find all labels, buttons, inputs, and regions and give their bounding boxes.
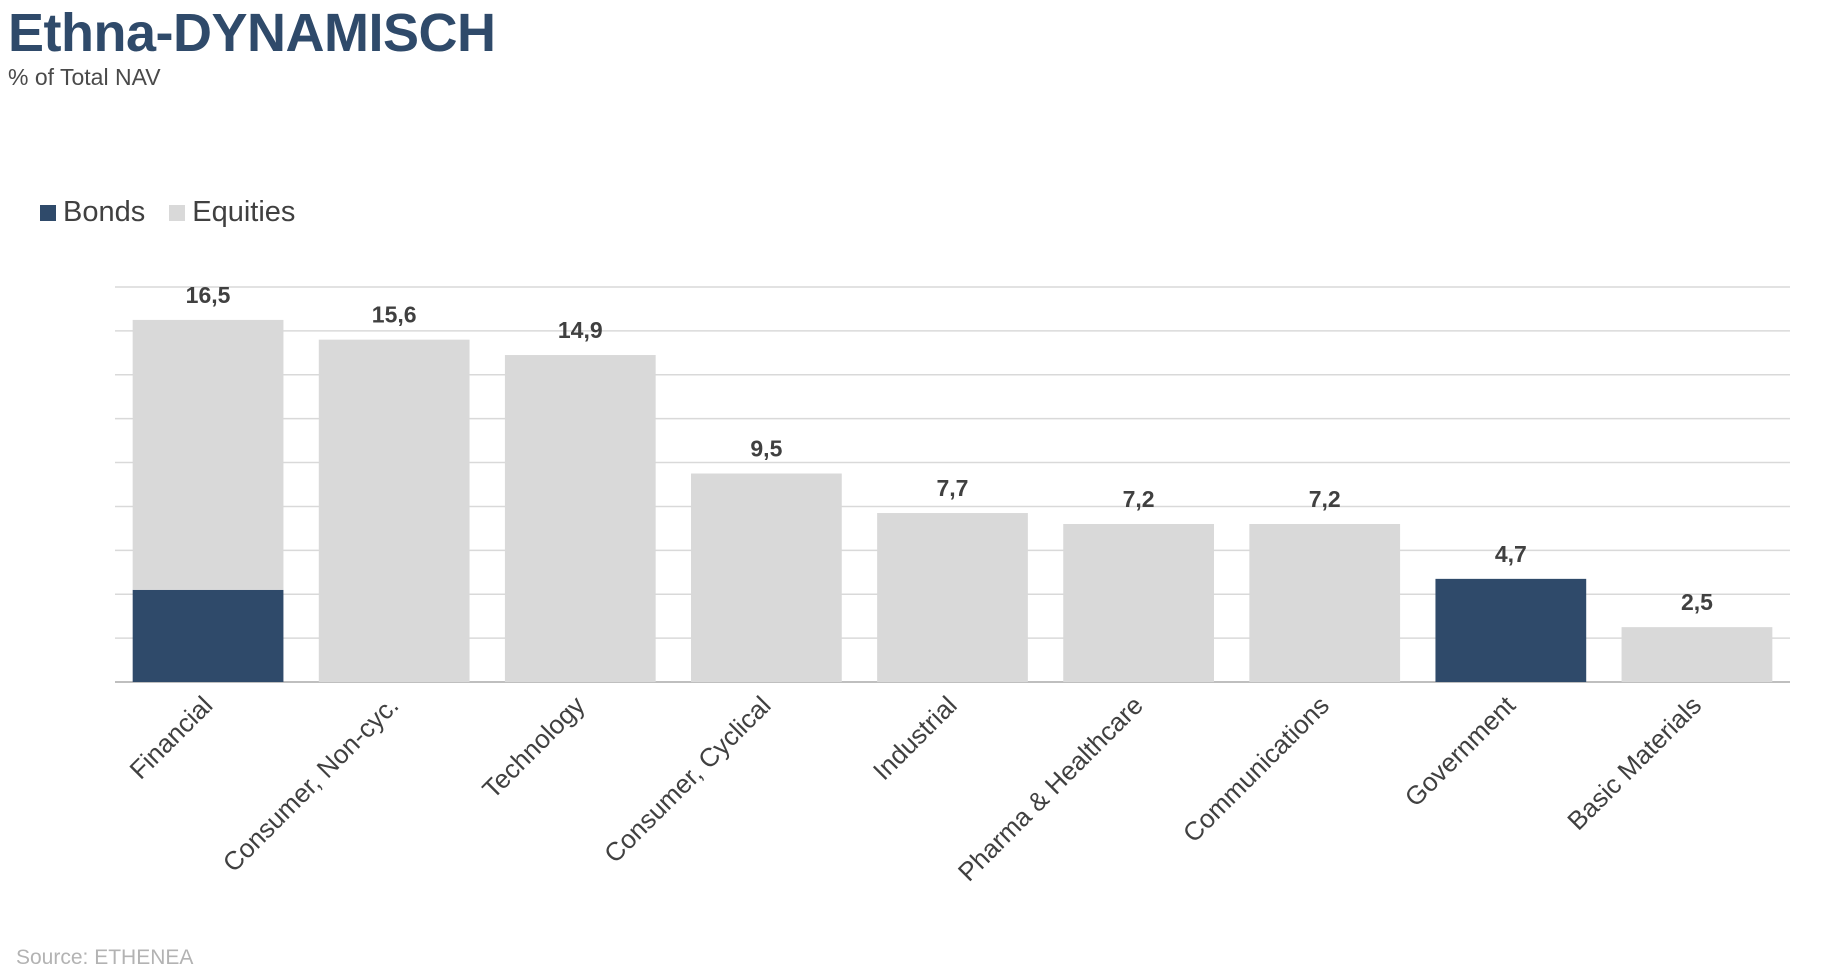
x-tick-label: Financial bbox=[124, 690, 219, 785]
bar-equities-0 bbox=[132, 319, 284, 590]
legend-item-bonds: Bonds bbox=[40, 196, 145, 229]
legend-swatch-equities bbox=[169, 204, 186, 221]
legend-label-bonds: Bonds bbox=[63, 196, 146, 228]
x-tick-label: Consumer, Cyclical bbox=[598, 690, 777, 869]
x-tick-label: Technology bbox=[476, 690, 590, 804]
bars bbox=[132, 319, 1773, 682]
source-note: Source: ETHENEA bbox=[16, 946, 194, 969]
data-label: 2,5 bbox=[1681, 589, 1713, 615]
data-label: 9,5 bbox=[750, 436, 782, 462]
legend-item-equities: Equities bbox=[169, 196, 295, 229]
bar-equities-2 bbox=[504, 355, 656, 682]
data-label: 7,2 bbox=[1123, 486, 1155, 512]
data-label: 7,7 bbox=[937, 475, 969, 501]
data-label: 15,6 bbox=[372, 302, 417, 328]
bar-equities-5 bbox=[1063, 524, 1214, 682]
chart-subtitle: % of Total NAV bbox=[8, 64, 161, 90]
x-tick-label: Basic Materials bbox=[1561, 690, 1707, 836]
x-tick-label: Consumer, Non-cyc. bbox=[217, 690, 405, 878]
data-labels: 16,5 15,6 14,9 9,5 7,7 7,2 7,2 4,7 2,5 bbox=[186, 282, 1713, 615]
bar-equities-8 bbox=[1621, 627, 1773, 682]
bar-equities-3 bbox=[691, 473, 842, 682]
chart-title: Ethna-DYNAMISCH bbox=[8, 3, 496, 63]
bar-equities-1 bbox=[318, 339, 470, 682]
legend-swatch-bonds bbox=[40, 204, 56, 221]
data-label: 14,9 bbox=[558, 317, 603, 343]
data-label: 7,2 bbox=[1309, 486, 1341, 512]
data-label: 4,7 bbox=[1495, 541, 1527, 567]
legend-label-equities: Equities bbox=[192, 196, 296, 228]
bar-equities-4 bbox=[877, 513, 1028, 682]
data-label: 16,5 bbox=[186, 282, 231, 308]
bar-bonds-0 bbox=[132, 589, 284, 682]
chart-legend: Bonds Equities bbox=[40, 196, 319, 229]
x-tick-label: Industrial bbox=[867, 690, 963, 786]
x-tick-label: Government bbox=[1399, 689, 1522, 812]
x-tick-label: Pharma & Healthcare bbox=[952, 690, 1149, 887]
bar-bonds-7 bbox=[1435, 578, 1587, 682]
x-tick-label: Communications bbox=[1177, 690, 1335, 848]
bar-equities-6 bbox=[1249, 524, 1401, 682]
